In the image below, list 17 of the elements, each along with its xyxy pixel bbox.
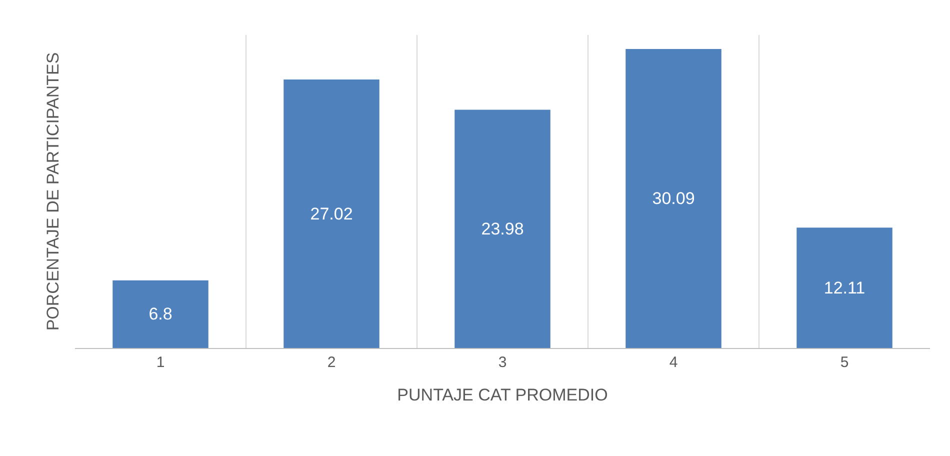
bar	[454, 110, 550, 348]
bar	[796, 228, 892, 348]
x-tick-label: 2	[327, 354, 336, 371]
data-label: 27.02	[310, 204, 353, 224]
bar	[284, 80, 380, 348]
y-axis-title: PORCENTAJE DE PARTICIPANTES	[44, 52, 63, 331]
x-axis-title: PUNTAJE CAT PROMEDIO	[397, 385, 608, 404]
x-tick-label: 4	[669, 354, 678, 371]
x-tick-label: 5	[840, 354, 849, 371]
x-tick-label: 3	[498, 354, 507, 371]
data-label: 12.11	[824, 278, 866, 298]
bar	[626, 49, 722, 348]
x-tick-label: 1	[156, 354, 165, 371]
data-label: 23.98	[481, 219, 524, 238]
bar	[112, 280, 208, 348]
data-label: 6.8	[148, 304, 172, 324]
data-label: 30.09	[652, 189, 695, 208]
